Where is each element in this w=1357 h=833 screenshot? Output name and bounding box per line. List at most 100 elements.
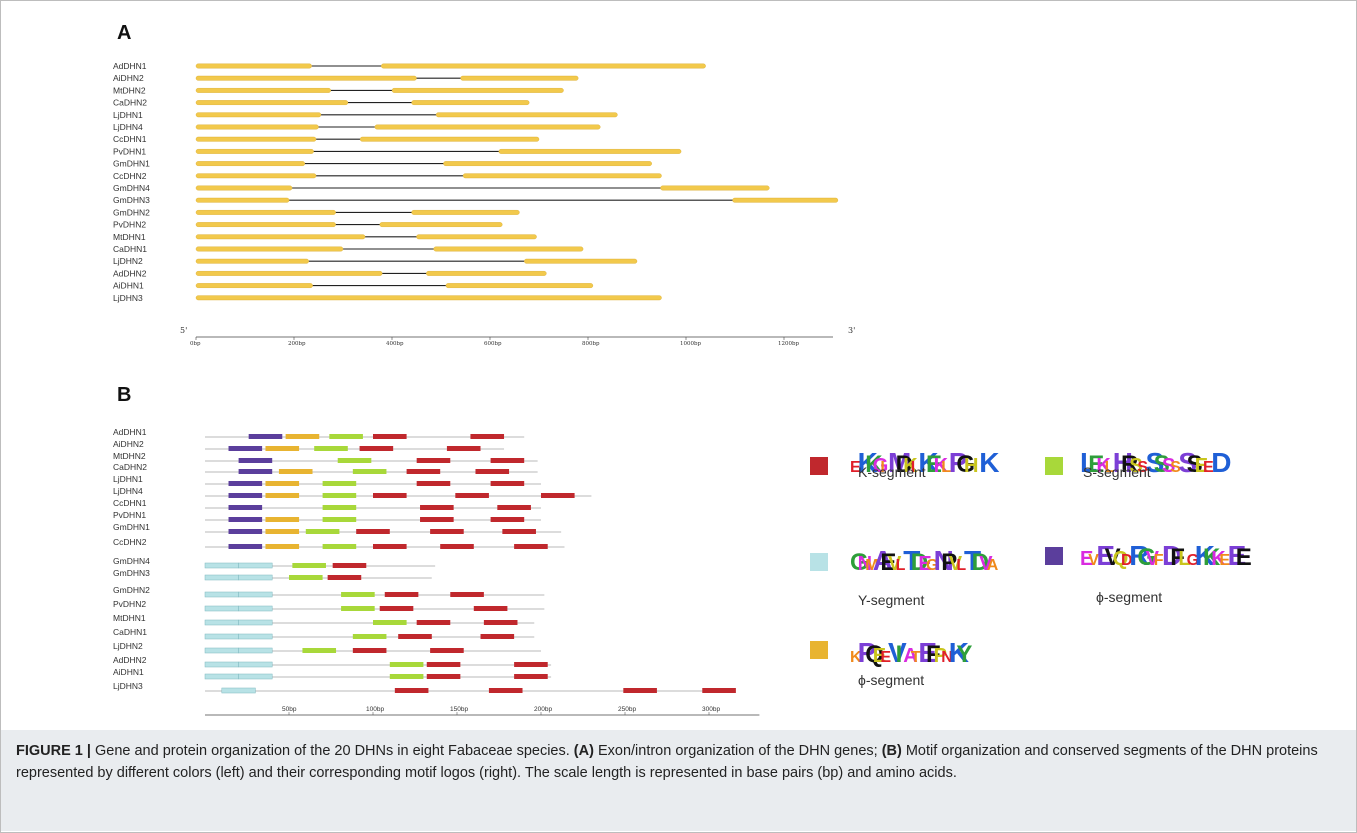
logo-letter: E xyxy=(1236,544,1252,571)
logo-letter: E xyxy=(918,637,937,668)
protein-label: PvDHN1 xyxy=(113,510,146,520)
gene-label: MtDHN1 xyxy=(113,232,146,242)
logo-letter: V xyxy=(979,553,993,575)
aa-tick-label: 200bp xyxy=(534,706,552,713)
motif-box-K xyxy=(490,517,525,522)
logo-letter: G xyxy=(1137,544,1156,571)
motif-box-Y xyxy=(204,633,239,640)
logo-letter: S xyxy=(1129,455,1142,477)
gene-label: PvDHN1 xyxy=(113,146,146,156)
motif-box-Y xyxy=(204,647,239,654)
caption-b-text: Motif organization and conserved segment… xyxy=(16,743,1318,781)
motif-box-phi2 xyxy=(265,517,300,522)
gene-label: CaDHN1 xyxy=(113,244,147,254)
logo-letter: H xyxy=(1113,447,1133,478)
bp-tick-label: 600bp xyxy=(484,341,502,347)
motif-box-S xyxy=(352,469,387,474)
motif-box-phi xyxy=(228,481,263,486)
logo-letter: F xyxy=(1170,544,1185,571)
exon-bar xyxy=(524,258,638,264)
motif-box-Y xyxy=(238,647,273,654)
logo-letter: V xyxy=(888,637,907,668)
logo-letter: E xyxy=(850,459,861,476)
logo-letter: S xyxy=(1170,459,1181,476)
gene-structure-diagram: AdDHN1 AiDHN2 MtDHN2 CaDHN2 LjDHN1 LjDHN4 CcDH… xyxy=(113,61,855,347)
motif-box-phi xyxy=(228,517,263,522)
aa-tick-label: 250bp xyxy=(618,706,636,713)
motif-box-S xyxy=(322,505,357,510)
motif-box-K xyxy=(373,434,407,439)
gene-label: GmDHN1 xyxy=(113,159,150,169)
legend-label-S: S-segment xyxy=(1083,464,1151,480)
motif-box-Y xyxy=(204,661,239,668)
logo-letter: K xyxy=(903,455,918,477)
legend-label-phi: ϕ-segment xyxy=(1096,589,1162,605)
logo-letter: R xyxy=(1121,451,1138,478)
exon-bar xyxy=(443,161,652,166)
motif-box-K xyxy=(430,529,464,534)
motif-box-K xyxy=(475,469,510,474)
gene-label: LjDHN1 xyxy=(113,110,143,120)
exon-bar xyxy=(195,222,336,227)
motif-box-K xyxy=(398,634,432,639)
logo-letter: I xyxy=(880,459,884,476)
exon-bar xyxy=(195,197,290,203)
motif-box-phi2 xyxy=(278,469,313,474)
gene-label: GmDHN2 xyxy=(113,207,150,217)
gene-label: AdDHN2 xyxy=(113,268,147,278)
exon-bar xyxy=(195,148,314,154)
logo-letter: I xyxy=(911,459,915,476)
logo-letter: G xyxy=(956,451,975,478)
protein-label: LjDHN4 xyxy=(113,486,143,496)
panel-b-letter: B xyxy=(117,384,132,406)
motif-box-K xyxy=(514,544,548,549)
logo-letter: E xyxy=(1219,552,1230,569)
logo-letter: K xyxy=(858,447,878,478)
motif-box-K xyxy=(327,575,362,580)
logo-letter: V xyxy=(1105,544,1121,571)
gene-label: AdDHN1 xyxy=(113,61,147,71)
aa-tick-label: 100bp xyxy=(366,706,384,713)
logo-letter: L xyxy=(941,459,951,476)
protein-label: CaDHN2 xyxy=(113,462,147,472)
logo-letter: L xyxy=(1178,548,1190,570)
motif-box-Y xyxy=(204,562,239,569)
motif-box-K xyxy=(426,662,461,667)
logo-letter: T xyxy=(903,545,920,576)
protein-label: AdDHN1 xyxy=(113,427,147,437)
logo-letter: M xyxy=(865,557,878,574)
logo-letter: N xyxy=(941,649,953,666)
protein-label: CcDHN1 xyxy=(113,498,147,508)
bp-tick-label: 800bp xyxy=(582,341,600,347)
motif-box-K xyxy=(470,434,505,439)
motif-box-phi xyxy=(228,529,263,534)
logo-letter: Q xyxy=(865,641,884,668)
logo-letter: D xyxy=(1121,552,1133,569)
motif-box-K xyxy=(416,458,451,463)
motif-box-K xyxy=(490,481,525,486)
motif-box-K xyxy=(373,544,407,549)
logo-letter: F xyxy=(926,641,941,668)
motif-box-K xyxy=(394,688,429,693)
logo-letter: E xyxy=(1088,451,1104,478)
motif-box-S xyxy=(329,434,363,439)
logo-letter: S xyxy=(1187,451,1203,478)
exon-bar xyxy=(462,173,662,179)
exon-bar xyxy=(498,148,682,154)
logo-letter: P xyxy=(949,447,968,478)
exon-bar xyxy=(195,87,331,93)
logo-letter: L xyxy=(1080,447,1097,478)
motif-box-phi2 xyxy=(265,446,300,451)
motif-box-Y xyxy=(238,591,273,598)
motif-box-S xyxy=(352,634,387,639)
protein-label: MtDHN1 xyxy=(113,613,146,623)
logo-letter: V xyxy=(949,553,963,575)
logo-letter: E xyxy=(880,549,896,576)
motif-box-S xyxy=(305,529,340,534)
aa-tick-label: 300bp xyxy=(702,706,720,713)
logo-letter: D xyxy=(911,549,928,576)
logo-letter: E xyxy=(1080,548,1093,570)
